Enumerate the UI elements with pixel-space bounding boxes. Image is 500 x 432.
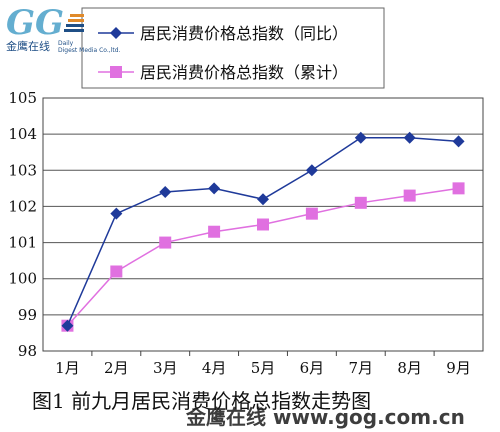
legend-marker-0 xyxy=(110,27,122,39)
point-s0-7 xyxy=(403,131,416,144)
y-tick-label-2: 100 xyxy=(8,270,37,288)
logo-mark: GG xyxy=(6,3,64,43)
x-tick-label-6: 7月 xyxy=(349,359,374,377)
y-tick-label-5: 103 xyxy=(8,161,37,179)
logo-bars-icon xyxy=(64,14,84,32)
x-tick-label-8: 9月 xyxy=(446,359,471,377)
logo-sub1: Daily xyxy=(58,40,74,47)
legend-text-1: 居民消费价格总指数（累计） xyxy=(140,63,348,82)
grid-lines xyxy=(43,97,483,352)
series-line-0 xyxy=(66,137,459,326)
point-s1-8 xyxy=(452,182,465,195)
legend-marker-1 xyxy=(110,66,122,78)
bottom-watermark: 金鹰在线 www.gog.com.cn xyxy=(185,405,465,429)
y-tick-label-7: 105 xyxy=(8,89,37,107)
y-axis-ticks: 98 99 100 101 102 103 104 105 xyxy=(8,89,37,360)
point-s0-3 xyxy=(208,182,221,195)
logo-sub2: Digest Media Co.,ltd. xyxy=(58,47,120,54)
point-s0-8 xyxy=(452,135,465,148)
point-s1-5 xyxy=(305,207,318,220)
x-tick-label-3: 4月 xyxy=(202,359,227,377)
legend-box xyxy=(81,7,385,89)
x-tick-label-4: 5月 xyxy=(251,359,276,377)
point-s1-4 xyxy=(257,218,269,231)
point-s0-2 xyxy=(159,185,172,198)
point-s0-0 xyxy=(61,319,74,332)
x-axis-ticks: 1月 2月 3月 4月 5月 6月 7月 8月 9月 xyxy=(55,351,471,377)
point-s1-1 xyxy=(110,265,123,278)
y-tick-label-4: 102 xyxy=(8,197,37,215)
x-tick-label-1: 2月 xyxy=(104,359,129,377)
point-s0-4 xyxy=(257,193,269,206)
legend: 居民消费价格总指数（同比） 居民消费价格总指数（累计） xyxy=(81,7,385,89)
point-s0-5 xyxy=(305,164,318,177)
y-tick-label-1: 99 xyxy=(18,306,37,324)
x-tick-label-0: 1月 xyxy=(55,359,80,377)
y-tick-label-6: 104 xyxy=(8,125,37,143)
y-tick-label-3: 101 xyxy=(8,234,37,252)
y-tick-label-0: 98 xyxy=(18,342,37,360)
plot-frame xyxy=(42,97,484,352)
x-tick-label-7: 8月 xyxy=(397,359,422,377)
point-s1-2 xyxy=(159,236,172,249)
x-tick-label-5: 6月 xyxy=(300,359,325,377)
figure-caption: 图1 前九月居民消费价格总指数走势图 xyxy=(32,389,371,413)
point-s1-6 xyxy=(354,196,367,209)
point-s1-7 xyxy=(403,189,416,202)
point-s1-3 xyxy=(208,225,221,238)
x-tick-label-2: 3月 xyxy=(153,359,178,377)
logo-text: 金鹰在线 xyxy=(6,39,50,53)
logo-watermark: GG 金鹰在线 Daily Digest Media Co.,ltd. xyxy=(6,3,120,54)
point-s0-6 xyxy=(354,131,367,144)
point-s0-1 xyxy=(110,207,123,220)
legend-text-0: 居民消费价格总指数（同比） xyxy=(140,24,348,43)
series-layer xyxy=(61,131,465,332)
